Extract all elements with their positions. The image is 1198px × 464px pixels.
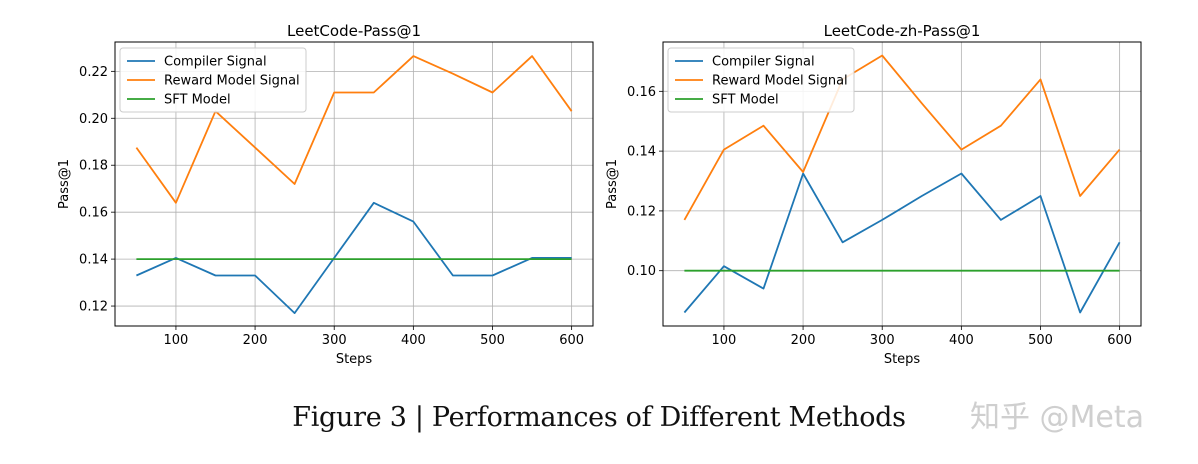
- legend-box: [119, 47, 307, 113]
- figure-caption: Figure 3 | Performances of Different Met…: [292, 402, 906, 433]
- y-axis-label: Pass@1: [57, 159, 72, 209]
- y-tick-label: 0.12: [627, 204, 656, 219]
- y-axis-label: Pass@1: [605, 159, 620, 209]
- y-tick-label: 0.22: [79, 65, 108, 80]
- x-tick-label: 500: [1028, 333, 1053, 348]
- x-tick-label: 500: [480, 333, 505, 348]
- x-axis-label: Steps: [336, 352, 373, 367]
- series-line-reward-model-signal: [135, 55, 573, 204]
- y-tick-label: 0.18: [79, 159, 108, 174]
- x-tick-label: 100: [712, 333, 737, 348]
- y-tick-label: 0.14: [627, 145, 656, 160]
- x-tick-label: 200: [243, 333, 268, 348]
- x-tick-label: 300: [322, 333, 347, 348]
- x-axis-label: Steps: [884, 352, 921, 367]
- legend-box: [667, 47, 855, 113]
- x-tick-label: 400: [949, 333, 974, 348]
- y-tick-label: 0.16: [79, 206, 108, 221]
- legend-label: Reward Model Signal: [712, 74, 848, 89]
- y-tick-label: 0.10: [627, 264, 656, 279]
- x-tick-label: 100: [164, 333, 189, 348]
- legend-label: SFT Model: [164, 93, 231, 108]
- y-tick-label: 0.20: [79, 112, 108, 127]
- y-tick-label: 0.16: [627, 85, 656, 100]
- chart-title: LeetCode-zh-Pass@1: [824, 22, 981, 40]
- series-line-compiler-signal: [136, 201, 572, 315]
- x-tick-label: 200: [791, 333, 816, 348]
- y-tick-label: 0.12: [79, 300, 108, 315]
- legend-label: SFT Model: [712, 93, 779, 108]
- plot-frame: [662, 41, 1142, 327]
- x-tick-label: 400: [401, 333, 426, 348]
- chart-title: LeetCode-Pass@1: [287, 22, 421, 40]
- x-tick-label: 600: [559, 333, 584, 348]
- chart-panel-leetcode-zh: 100 200 300 400 500 600 0.10 0.12 0.14 0.16 LeetCo…: [605, 22, 1142, 367]
- series-line-compiler-signal: [683, 172, 1121, 314]
- watermark: 知乎 @Meta: [970, 400, 1145, 435]
- y-tick-label: 0.14: [79, 253, 108, 268]
- series-line-reward-model-signal: [683, 54, 1121, 221]
- legend-label: Compiler Signal: [712, 55, 815, 70]
- plot-frame: [114, 41, 594, 327]
- legend-label: Compiler Signal: [164, 55, 267, 70]
- x-tick-label: 300: [870, 333, 895, 348]
- legend-label: Reward Model Signal: [164, 74, 300, 89]
- x-tick-label: 600: [1107, 333, 1132, 348]
- chart-panel-leetcode: 100 200 300 400 500 600 0.12 0.14 0.16 0.18 0.20 0.…: [57, 22, 594, 367]
